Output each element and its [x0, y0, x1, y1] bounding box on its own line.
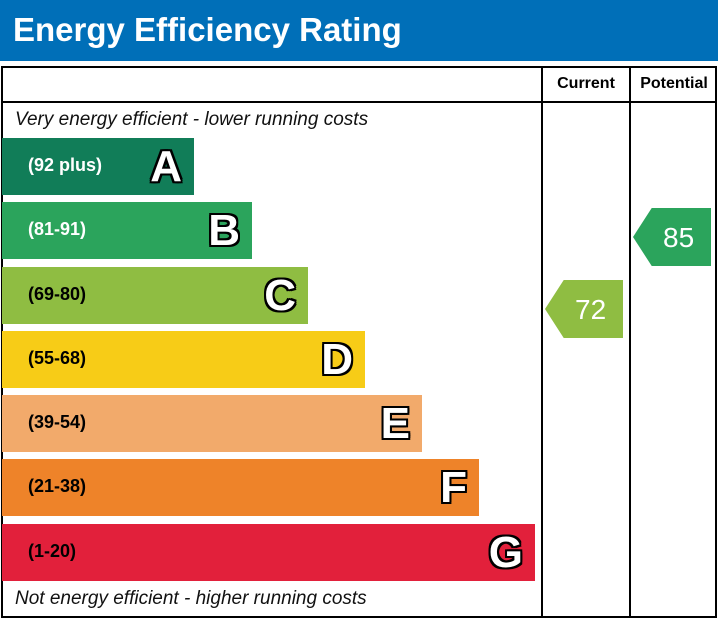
top-note: Very energy efficient - lower running co… [15, 109, 369, 130]
bottom-note: Not energy efficient - higher running co… [15, 588, 367, 609]
current-column-header: Current [557, 75, 615, 92]
band-letter: D [321, 335, 353, 384]
band-range: (81-91) [28, 219, 87, 239]
band-g: (1-20) G [2, 524, 535, 581]
band-letter: C [264, 271, 296, 320]
band-range: (1-20) [28, 541, 77, 561]
band-letter: F [440, 463, 467, 512]
band-c: (69-80) C [2, 267, 308, 324]
band-range: (69-80) [28, 284, 87, 304]
band-range: (21-38) [28, 476, 87, 496]
band-letter: B [208, 206, 240, 255]
divider [541, 66, 543, 618]
potential-rating-value: 85 [663, 222, 695, 253]
potential-column-header: Potential [640, 75, 708, 92]
divider [1, 101, 717, 103]
potential-rating-arrow: 85 [633, 208, 711, 266]
band-a: (92 plus) A [2, 138, 194, 195]
band-letter: G [488, 528, 523, 577]
current-rating-value: 72 [575, 294, 607, 325]
band-f: (21-38) F [2, 459, 479, 516]
divider [629, 66, 631, 618]
band-letter: E [380, 399, 410, 448]
band-letter: A [150, 142, 182, 191]
chart-title: Energy Efficiency Rating [0, 0, 718, 61]
band-d: (55-68) D [2, 331, 365, 388]
band-range: (92 plus) [28, 155, 103, 175]
band-b: (81-91) B [2, 202, 252, 259]
band-e: (39-54) E [2, 395, 422, 452]
band-range: (55-68) [28, 348, 87, 368]
current-rating-arrow: 72 [545, 280, 623, 338]
band-range: (39-54) [28, 412, 87, 432]
